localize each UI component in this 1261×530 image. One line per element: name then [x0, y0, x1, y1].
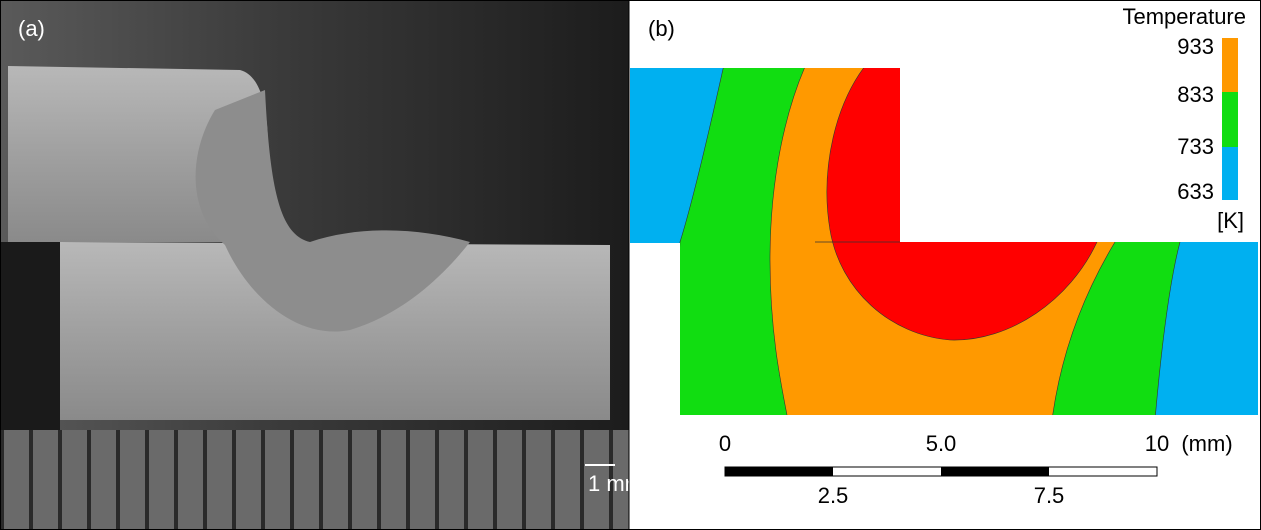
- scale-bar-label: 1 mm: [588, 471, 643, 496]
- scale-label: 5.0: [926, 431, 957, 456]
- legend-swatch: [1222, 147, 1238, 200]
- legend-tick: 933: [1177, 34, 1214, 59]
- legend-swatch: [1222, 92, 1238, 147]
- legend-title: Temperature: [1122, 4, 1246, 29]
- scale-label: 10: [1145, 431, 1169, 456]
- legend-tick: 833: [1177, 82, 1214, 107]
- temperature-contour: [630, 68, 1258, 415]
- legend-tick: 733: [1177, 134, 1214, 159]
- panel-b: Temperature 933 833 733 633 [K] 0 5.0 10…: [630, 4, 1258, 508]
- legend-tick: 633: [1177, 179, 1214, 204]
- panel-a: (a) 1 mm: [0, 0, 643, 530]
- weld-nugget: [195, 90, 471, 332]
- scale-label: 0: [719, 431, 731, 456]
- scale-label: 7.5: [1034, 483, 1065, 508]
- scale-bar-segment: [941, 467, 1049, 476]
- legend-swatch: [1222, 38, 1238, 92]
- scale-bar-segment: [725, 467, 833, 476]
- panel-label: (a): [18, 16, 45, 41]
- scale-label: 2.5: [818, 483, 849, 508]
- ruler: [0, 430, 629, 530]
- legend-unit: [K]: [1217, 208, 1244, 233]
- panel-label: (b): [648, 16, 675, 41]
- photo-shadow: [0, 242, 60, 430]
- scale-unit: (mm): [1181, 431, 1232, 456]
